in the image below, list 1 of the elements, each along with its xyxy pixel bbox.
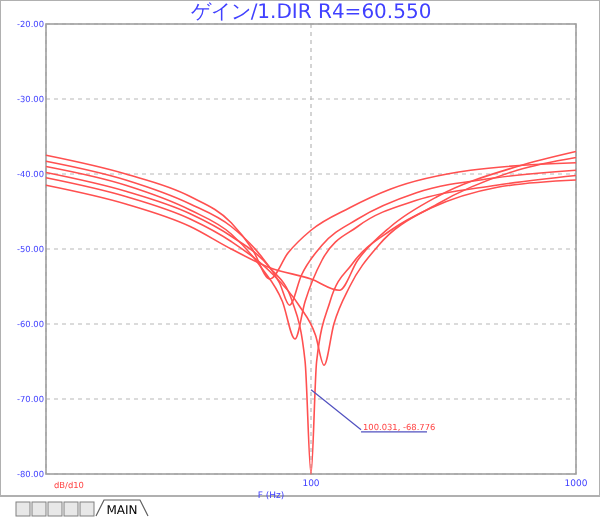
chart-title: ゲイン/1.DIR R4=60.550 <box>190 2 432 24</box>
